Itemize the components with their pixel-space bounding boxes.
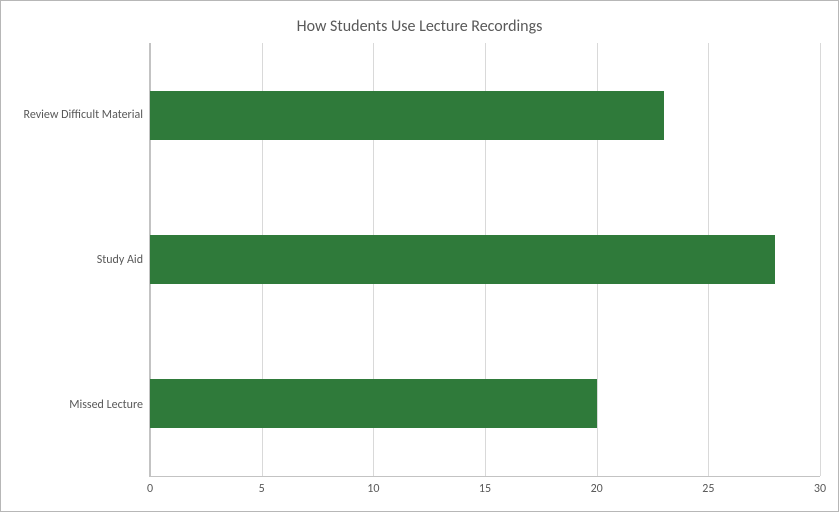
x-tick-label: 0 bbox=[147, 482, 153, 496]
plot-area: 051015202530 bbox=[149, 43, 820, 477]
x-tick-label: 20 bbox=[591, 482, 603, 496]
x-tick-label: 15 bbox=[479, 482, 491, 496]
gridline bbox=[820, 43, 821, 476]
x-tick-label: 30 bbox=[814, 482, 826, 496]
y-category-label: Review Difficult Material bbox=[24, 108, 143, 122]
y-category-label: Study Aid bbox=[97, 253, 143, 267]
y-category-label: Missed Lecture bbox=[69, 398, 143, 412]
x-tick-label: 5 bbox=[259, 482, 265, 496]
y-axis: Review Difficult Material Study Aid Missed… bbox=[19, 43, 149, 477]
bar bbox=[150, 91, 664, 140]
chart-title: How Students Use Lecture Recordings bbox=[19, 17, 820, 36]
x-tick-label: 25 bbox=[702, 482, 714, 496]
chart-container: How Students Use Lecture Recordings Revi… bbox=[0, 0, 839, 512]
bar bbox=[150, 379, 597, 428]
plot-wrap: Review Difficult Material Study Aid Missed… bbox=[19, 43, 820, 477]
x-tick-label: 10 bbox=[367, 482, 379, 496]
bar bbox=[150, 235, 775, 284]
